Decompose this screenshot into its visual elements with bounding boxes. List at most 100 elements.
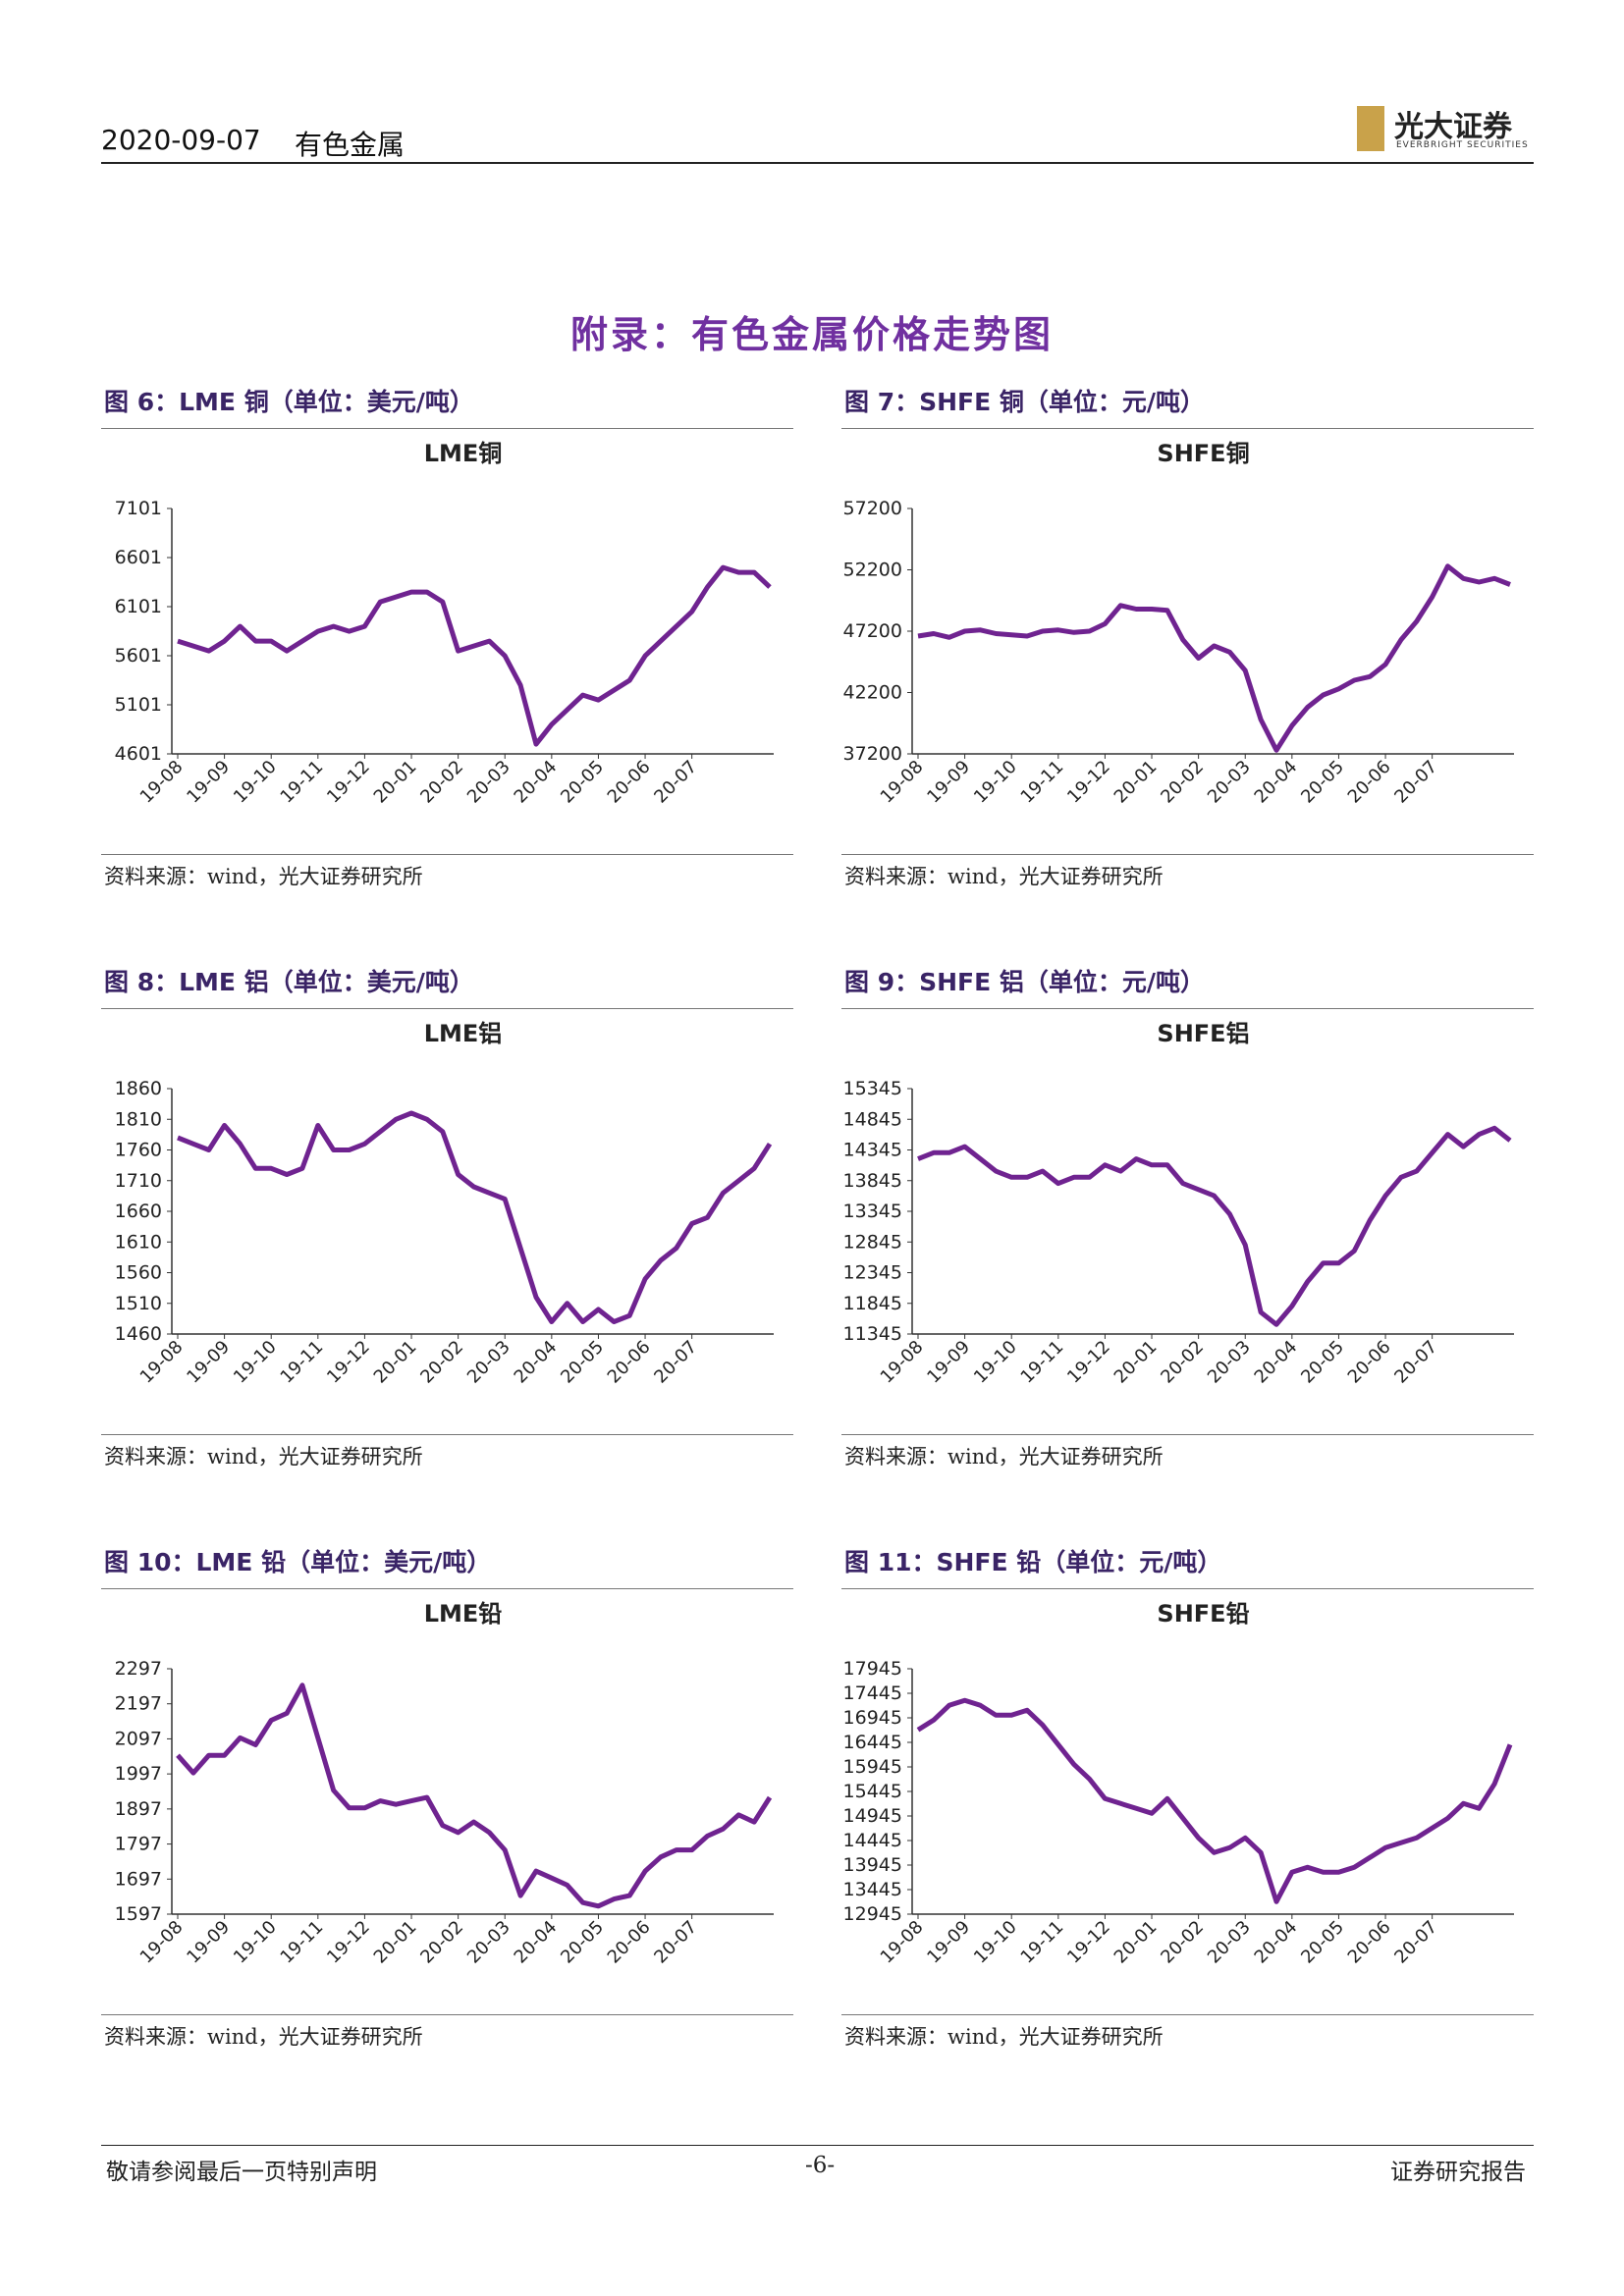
y-tick-label: 15445 [843, 1781, 902, 1802]
x-tick-label: 19-11 [1017, 757, 1068, 808]
x-tick-label: 20-03 [463, 1917, 514, 1968]
y-tick-label: 14945 [843, 1805, 902, 1827]
y-tick-label: 16445 [843, 1732, 902, 1753]
x-tick-label: 20-04 [1251, 1917, 1302, 1968]
x-tick-label: 19-09 [923, 757, 974, 808]
y-tick-label: 1697 [115, 1868, 162, 1890]
chart-title: SHFE铜 [1157, 440, 1249, 467]
source-rule [841, 1434, 1534, 1435]
price-line [177, 1110, 773, 1324]
y-tick-label: 15345 [843, 1078, 902, 1099]
x-tick-label: 20-07 [650, 757, 701, 808]
caption-rule [841, 428, 1534, 429]
x-tick-label: 20-06 [604, 1917, 655, 1968]
x-tick-label: 20-03 [1204, 1917, 1255, 1968]
source-rule [101, 2014, 793, 2015]
y-tick-label: 1660 [115, 1201, 162, 1222]
y-tick-label: 1510 [115, 1293, 162, 1314]
caption-rule [101, 428, 793, 429]
x-tick-label: 19-09 [923, 1337, 974, 1388]
chart-title: LME铝 [424, 1020, 503, 1047]
y-tick-label: 2297 [115, 1658, 162, 1680]
y-tick-label: 6101 [115, 596, 162, 617]
figure-caption: 图 9：SHFE 铝（单位：元/吨） [844, 968, 1206, 996]
x-tick-label: 20-05 [557, 757, 608, 808]
section-title: 附录：有色金属价格走势图 [569, 312, 1054, 356]
x-tick-label: 20-04 [511, 1917, 562, 1968]
y-tick-label: 5601 [115, 645, 162, 667]
x-tick-label: 20-02 [416, 1337, 467, 1388]
price-line [916, 1697, 1513, 1904]
x-tick-label: 20-02 [1157, 757, 1208, 808]
price-line [176, 1682, 773, 1909]
x-tick-label: 19-09 [183, 1917, 234, 1968]
y-tick-label: 1760 [115, 1140, 162, 1161]
figure-caption: 图 7：SHFE 铜（单位：元/吨） [844, 388, 1206, 416]
y-tick-label: 7101 [115, 498, 162, 519]
chart-title: LME铅 [424, 1600, 503, 1628]
x-tick-label: 20-01 [1110, 1337, 1162, 1388]
y-tick-label: 5101 [115, 694, 162, 716]
x-tick-label: 19-10 [230, 1337, 281, 1388]
figure-source: 资料来源：wind，光大证券研究所 [104, 865, 423, 888]
price-line [177, 564, 772, 747]
x-tick-label: 19-10 [230, 757, 281, 808]
x-tick-label: 19-12 [323, 1337, 374, 1388]
y-tick-label: 13945 [843, 1854, 902, 1876]
source-rule [841, 2014, 1534, 2015]
x-tick-label: 19-10 [230, 1917, 281, 1968]
x-tick-label: 20-04 [511, 757, 562, 808]
x-tick-label: 20-07 [650, 1337, 701, 1388]
y-tick-label: 13345 [843, 1201, 902, 1222]
x-tick-label: 20-07 [1390, 1337, 1441, 1388]
y-tick-label: 14445 [843, 1830, 902, 1851]
x-tick-label: 20-03 [463, 757, 514, 808]
y-tick-label: 14845 [843, 1108, 902, 1130]
y-tick-label: 42200 [843, 682, 902, 704]
x-tick-label: 20-07 [1390, 757, 1441, 808]
x-tick-label: 20-02 [416, 757, 467, 808]
caption-rule [841, 1588, 1534, 1589]
x-tick-label: 20-02 [416, 1917, 467, 1968]
y-tick-label: 16945 [843, 1707, 902, 1729]
x-tick-label: 19-12 [323, 1917, 374, 1968]
x-tick-label: 20-03 [463, 1337, 514, 1388]
x-tick-label: 20-01 [1110, 757, 1162, 808]
figure-caption: 图 6：LME 铜（单位：美元/吨） [104, 388, 474, 416]
y-tick-label: 47200 [843, 620, 902, 642]
x-tick-label: 19-10 [970, 1337, 1021, 1388]
y-tick-label: 12945 [843, 1903, 902, 1925]
x-tick-label: 19-09 [183, 1337, 234, 1388]
y-tick-label: 37200 [843, 743, 902, 765]
x-tick-label: 20-05 [557, 1337, 608, 1388]
x-tick-label: 20-04 [511, 1337, 562, 1388]
figure-caption: 图 10：LME 铅（单位：美元/吨） [104, 1548, 492, 1576]
figure-source: 资料来源：wind，光大证券研究所 [844, 1445, 1164, 1468]
source-rule [101, 1434, 793, 1435]
caption-rule [101, 1008, 793, 1009]
x-tick-label: 20-06 [1344, 1917, 1395, 1968]
x-tick-label: 20-05 [1297, 1917, 1348, 1968]
price-line [917, 563, 1511, 753]
source-rule [101, 854, 793, 855]
x-tick-label: 19-09 [183, 757, 234, 808]
header-date: 2020-09-07 [101, 124, 261, 156]
x-tick-label: 20-07 [1390, 1917, 1441, 1968]
footer-rule [101, 2145, 1534, 2146]
y-tick-label: 4601 [115, 743, 162, 765]
page-number: -6- [805, 2153, 836, 2178]
figure-caption: 图 11：SHFE 铅（单位：元/吨） [844, 1548, 1222, 1576]
y-tick-label: 1810 [115, 1108, 162, 1130]
x-tick-label: 20-01 [1110, 1917, 1162, 1968]
price-line [917, 1125, 1512, 1327]
x-tick-label: 19-11 [1017, 1337, 1068, 1388]
chart: LME铝 1460 1510 1560 1610 1660 1710 1760 1810 1860… [115, 1020, 774, 1388]
figure-caption: 图 8：LME 铝（单位：美元/吨） [104, 968, 474, 996]
y-tick-label: 13445 [843, 1879, 902, 1900]
y-tick-label: 57200 [843, 498, 902, 519]
x-tick-label: 19-12 [323, 757, 374, 808]
x-tick-label: 20-03 [1204, 1337, 1255, 1388]
chart-title: SHFE铅 [1157, 1600, 1249, 1628]
x-tick-label: 20-03 [1204, 757, 1255, 808]
x-tick-label: 19-10 [970, 1917, 1021, 1968]
